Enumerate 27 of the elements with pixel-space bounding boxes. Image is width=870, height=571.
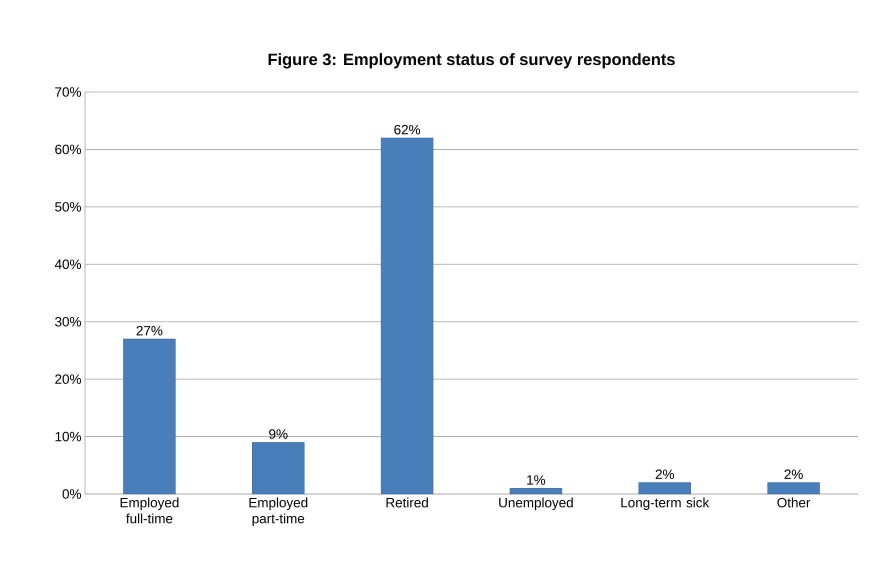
bar	[123, 338, 176, 494]
data-label: 2%	[656, 470, 674, 479]
data-label: 27%	[136, 326, 162, 336]
bar	[638, 482, 691, 494]
y-tick-label: 20%	[55, 374, 81, 384]
x-tick-label: Long-term sick	[621, 498, 710, 510]
y-tick-label: 70%	[55, 87, 81, 97]
y-tick-label: 60%	[55, 144, 81, 154]
bar	[380, 138, 434, 494]
x-tick-label: Other	[777, 498, 810, 508]
x-tick-label: Retired	[386, 498, 428, 508]
x-tick-label: Employed part-time	[249, 498, 308, 526]
data-label: 2%	[784, 470, 803, 479]
bar	[767, 482, 820, 494]
bar	[510, 488, 562, 494]
y-tick-label: 0%	[62, 489, 81, 499]
bar	[252, 442, 304, 494]
chart-title: Figure 3: Employment status of survey respondents	[268, 53, 675, 69]
data-label: 62%	[394, 124, 420, 134]
y-tick-label: 40%	[54, 260, 81, 270]
data-label: 1%	[527, 475, 546, 485]
x-tick-label: Employed full-time	[120, 498, 178, 524]
y-tick-label: 30%	[55, 316, 81, 326]
data-label: 9%	[269, 429, 288, 439]
x-tick-label: Unemployed	[499, 498, 573, 510]
y-tick-label: 50%	[55, 202, 81, 212]
y-tick-label: 10%	[56, 432, 81, 442]
